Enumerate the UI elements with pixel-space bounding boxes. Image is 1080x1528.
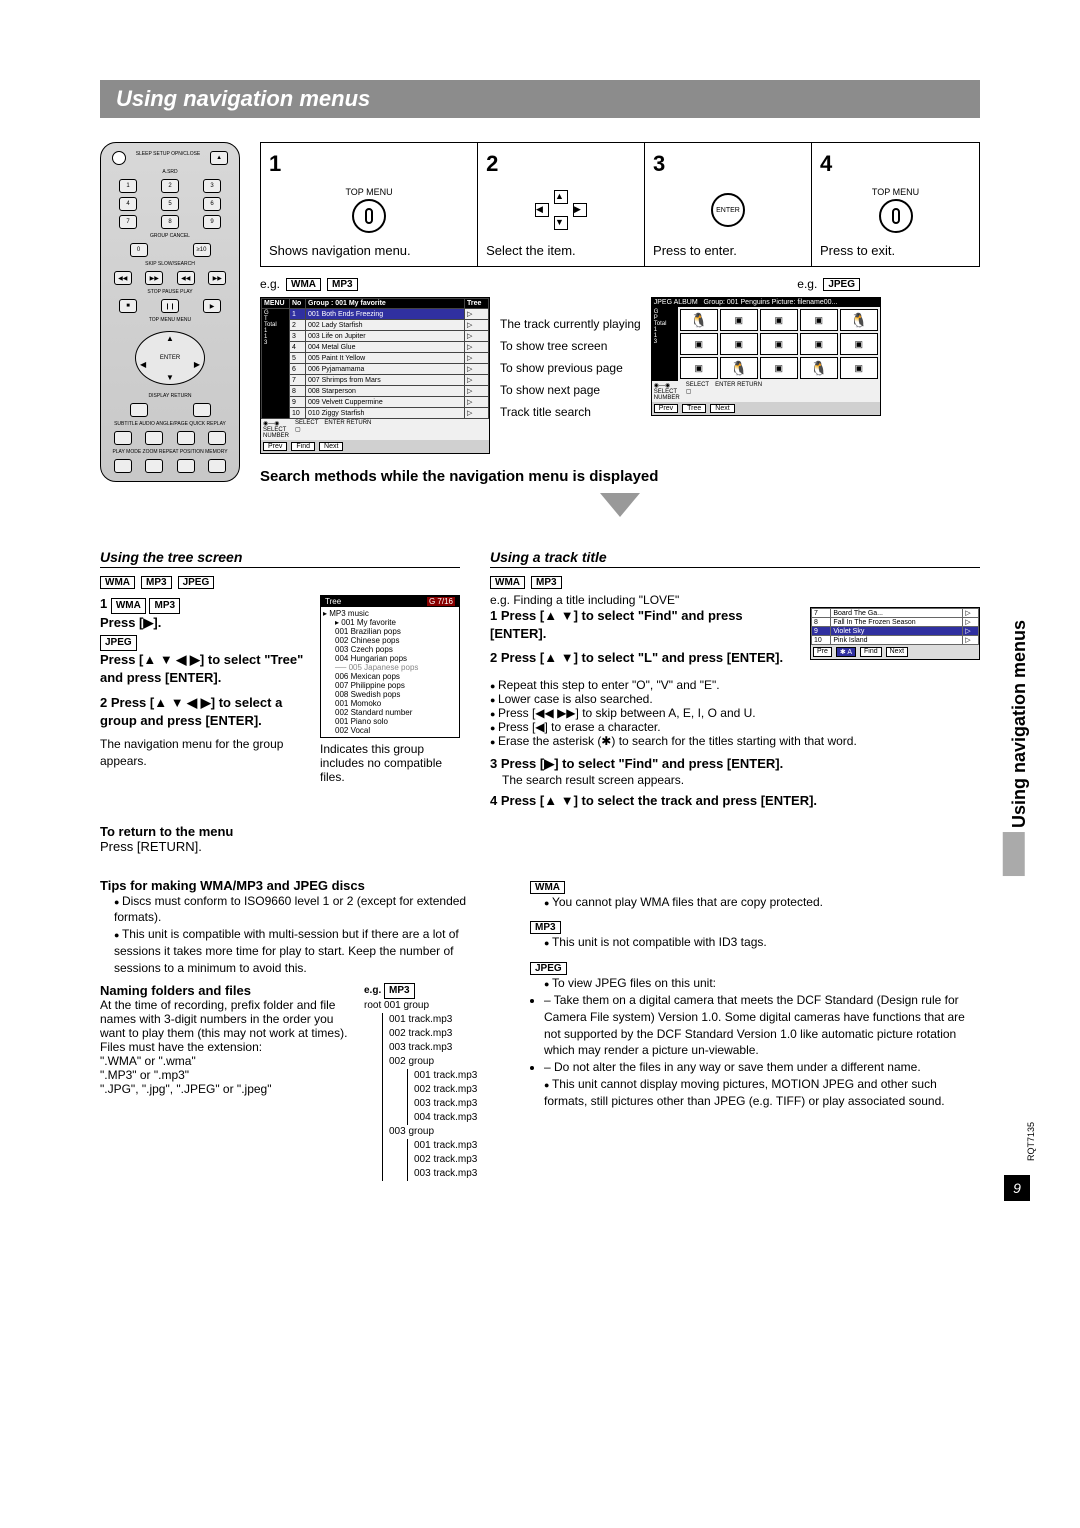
step-number: 1: [269, 151, 281, 177]
arrow-down-icon: [600, 493, 640, 517]
jpeg-album-ui: JPEG ALBUM Group: 001 Penguins Picture: …: [651, 297, 881, 416]
track-heading: Using a track title: [490, 549, 980, 568]
doc-code: RQT7135: [1026, 1122, 1036, 1161]
track-notes: Repeat this step to enter "O", "V" and "…: [490, 678, 980, 748]
step-number: 3: [653, 151, 665, 177]
enter-icon: ENTER: [711, 193, 745, 227]
find-button: Find: [291, 442, 315, 451]
menu-ui: MENU No Group : 001 My favorite Tree GTT…: [260, 297, 490, 454]
prev-button: Prev: [263, 442, 287, 451]
tree-heading: Using the tree screen: [100, 549, 460, 568]
folder-tree: e.g. MP3 root 001 group 001 track.mp3 00…: [360, 983, 500, 1181]
eg-label: e.g.: [797, 277, 817, 291]
top-menu-label: TOP MENU: [345, 187, 392, 197]
page-title: Using navigation menus: [100, 80, 980, 118]
tree-ui: TreeG 7/16 ▸ MP3 music ▸ 001 My favorite…: [320, 595, 460, 738]
callout-labels: The track currently playing To show tree…: [500, 297, 641, 419]
tree-button: Tree: [682, 404, 706, 413]
top-menu-label: TOP MENU: [872, 187, 919, 197]
dpad-icon: ▲ ▼ ◀ ▶: [531, 190, 591, 230]
mp3-badge: MP3: [327, 278, 358, 291]
side-tab: Using navigation menus: [1003, 620, 1030, 876]
prev-button: Prev: [654, 404, 678, 413]
eg-label: e.g.: [260, 277, 280, 291]
remote-illustration: SLEEP SETUP OPN/CLOSE▲ A.SRD 123 456 789…: [100, 142, 240, 525]
next-button: Next: [319, 442, 343, 451]
search-heading: Search methods while the navigation menu…: [260, 468, 980, 485]
tips-heading: Tips for making WMA/MP3 and JPEG discs: [100, 878, 365, 893]
jpeg-badge: JPEG: [823, 278, 860, 291]
return-heading: To return to the menu: [100, 824, 233, 839]
page-number: 9: [1004, 1175, 1030, 1201]
steps-grid: 1 TOP MENU Shows navigation menu. 2 ▲ ▼ …: [260, 142, 980, 267]
find-ui: 7Board The Ga...▷ 8Fall In The Frozen Se…: [810, 607, 980, 660]
next-button: Next: [710, 404, 734, 413]
top-menu-icon: [352, 199, 386, 233]
step-number: 2: [486, 151, 498, 177]
wma-badge: WMA: [286, 278, 321, 291]
top-menu-icon: [879, 199, 913, 233]
step-number: 4: [820, 151, 832, 177]
